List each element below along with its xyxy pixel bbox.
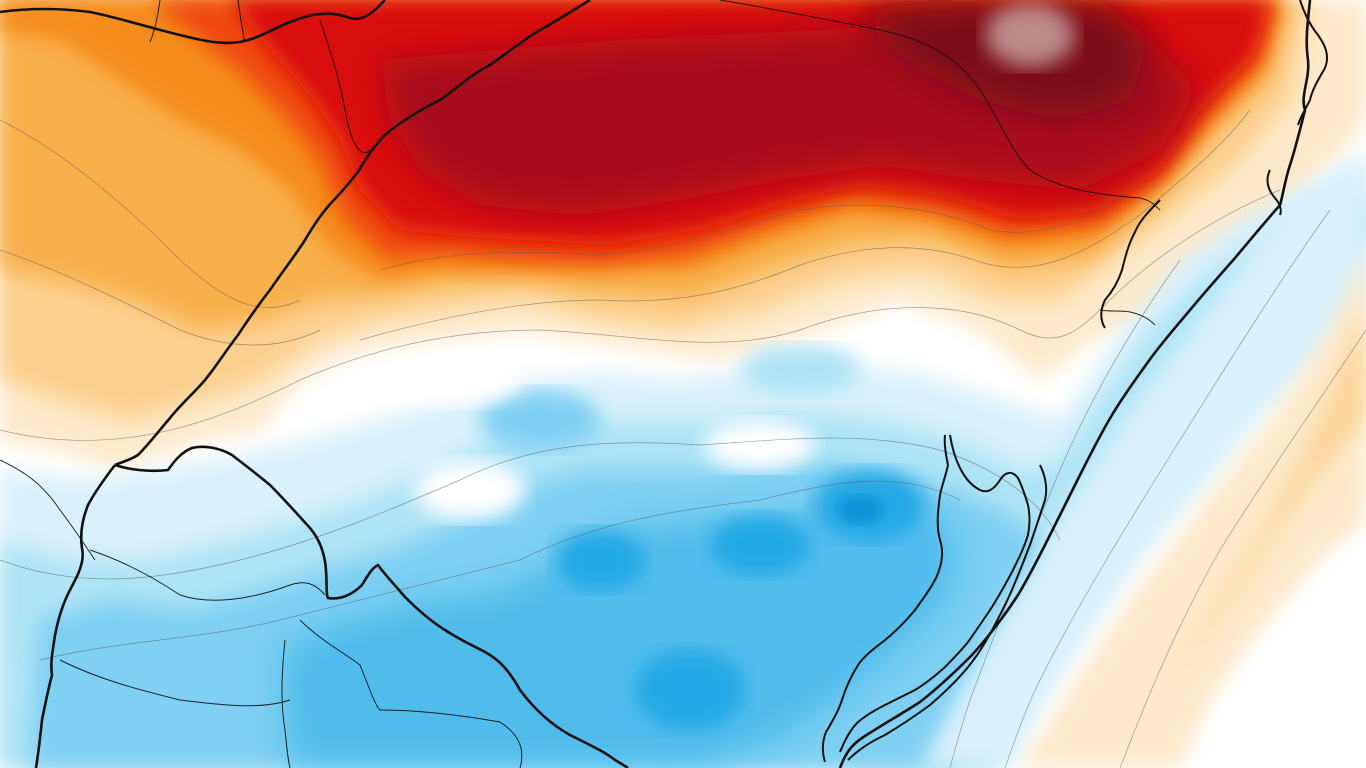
border-country-uruguay bbox=[114, 445, 629, 768]
border-state-west bbox=[34, 464, 117, 768]
border-thin-northwest-1 bbox=[149, 0, 161, 43]
border-thin-northwest-2 bbox=[237, 0, 246, 43]
neutral-patch-center bbox=[705, 420, 815, 470]
border-thin-west-3 bbox=[59, 659, 291, 707]
border-thin-west-2 bbox=[89, 549, 326, 601]
ocean-neutral-corner bbox=[1200, 540, 1366, 768]
border-thin-south-1 bbox=[299, 619, 523, 768]
ocean-anomaly-layer bbox=[920, 150, 1366, 768]
ocean-warm-band bbox=[1020, 250, 1366, 768]
lagoon-shorelines bbox=[821, 0, 1328, 763]
ocean-cool-band bbox=[920, 150, 1366, 768]
neutral-patch-west bbox=[415, 460, 525, 520]
contour-line-4 bbox=[0, 437, 1061, 580]
thick-borders bbox=[0, 0, 1312, 768]
cool-dark-core-4 bbox=[635, 650, 745, 730]
coastline-lagoon-north bbox=[1266, 169, 1282, 216]
hot-spot-pale bbox=[985, 3, 1075, 67]
contour-line-5 bbox=[39, 480, 961, 661]
border-north-top bbox=[0, 0, 386, 45]
lagoon-patos-west-shore bbox=[839, 434, 1031, 753]
coastline-main bbox=[838, 0, 1312, 768]
border-thin-south-2 bbox=[281, 639, 291, 768]
cool-spot-northeast bbox=[740, 345, 860, 395]
thin-borders bbox=[0, 0, 1161, 768]
border-thin-northeast bbox=[719, 0, 1161, 211]
contour-line-8 bbox=[1119, 329, 1366, 768]
border-thin-west-1 bbox=[0, 459, 96, 561]
border-thin-north-river bbox=[319, 19, 371, 153]
coastline-upper-detail bbox=[1297, 0, 1328, 126]
contour-line-1 bbox=[0, 189, 1281, 441]
cool-dark-core-3 bbox=[555, 530, 645, 590]
border-state-diagonal bbox=[114, 0, 591, 467]
contour-line-10 bbox=[0, 249, 321, 346]
contour-line-2 bbox=[359, 109, 1251, 341]
contour-line-3 bbox=[379, 179, 1141, 271]
cool-darkest-core bbox=[838, 496, 882, 524]
warm-anomaly-layer bbox=[0, 0, 1366, 470]
cool-dark-core-2 bbox=[710, 515, 810, 575]
cool-spot-north bbox=[480, 390, 600, 450]
lagoon-patos-inlet-left bbox=[821, 434, 949, 763]
neutral-patch-north bbox=[380, 355, 520, 405]
contour-line-7 bbox=[1004, 209, 1331, 768]
lagoon-patos-east-shore bbox=[847, 464, 1048, 761]
lagoon-north-coast-inlet bbox=[1100, 199, 1161, 329]
border-thin-east-coast bbox=[1099, 309, 1156, 326]
contour-line-9 bbox=[0, 119, 301, 308]
